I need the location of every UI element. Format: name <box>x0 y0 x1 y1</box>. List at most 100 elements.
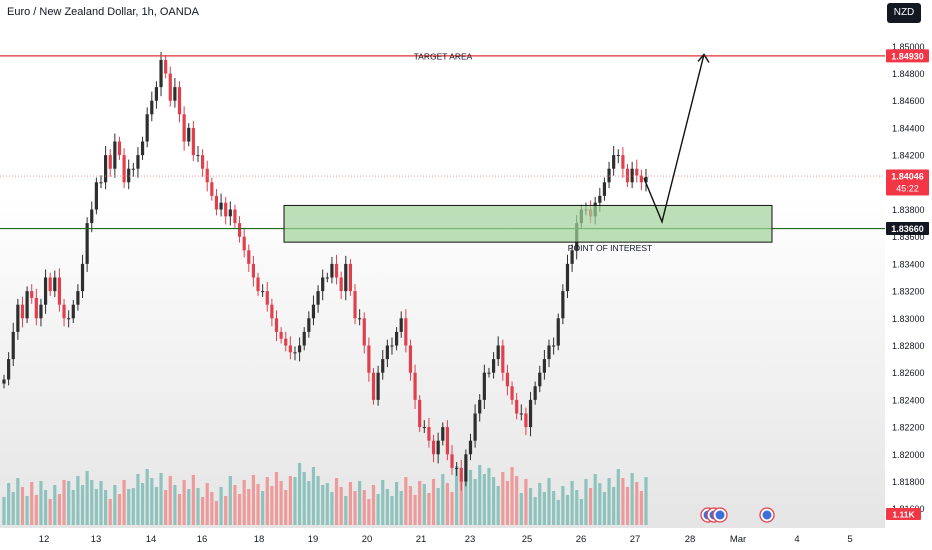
candle-body <box>616 155 620 157</box>
volume-bar <box>385 489 389 525</box>
candle-body <box>330 263 334 278</box>
volume-bar <box>182 480 186 525</box>
volume-bar <box>113 485 117 525</box>
candle-body <box>533 386 537 400</box>
candle-body <box>612 155 616 169</box>
candle-body <box>2 379 6 384</box>
volume-bar <box>579 499 583 525</box>
candle-body <box>256 277 260 292</box>
volume-bar <box>122 480 126 525</box>
candles-layer <box>2 51 648 491</box>
currency-button[interactable]: NZD <box>887 3 921 23</box>
volume-bar <box>145 469 149 525</box>
candle-body <box>570 250 574 264</box>
candle-body <box>71 304 75 319</box>
price-tick-label: 1.84800 <box>892 69 925 79</box>
volume-bar <box>561 486 565 525</box>
volume-bar <box>321 485 325 525</box>
candle-body <box>501 345 505 373</box>
time-tick-label: 12 <box>39 534 50 545</box>
volume-bar <box>431 479 436 525</box>
volume-bar <box>625 487 630 525</box>
volume-bar <box>201 497 205 525</box>
candle-body <box>53 277 57 292</box>
candle-body <box>321 277 325 292</box>
projection-arrow <box>643 54 705 224</box>
time-tick-label: 5 <box>847 534 852 545</box>
time-axis-background <box>0 528 885 550</box>
volume-bar <box>90 480 94 525</box>
candle-body <box>381 359 385 373</box>
volume-bar <box>80 485 85 525</box>
candle-body <box>621 155 625 169</box>
candle-body <box>413 372 417 400</box>
volume-bar <box>371 485 376 525</box>
candle-body <box>390 345 394 347</box>
volume-bar <box>334 478 339 525</box>
candle-body <box>34 297 38 319</box>
volume-bar <box>136 474 140 525</box>
volume-bar <box>445 483 449 525</box>
candle-body <box>473 413 477 441</box>
volume-bar <box>284 490 288 525</box>
volume-bar <box>339 487 343 525</box>
volume-bar <box>639 491 643 525</box>
volume-bar <box>422 484 426 525</box>
time-tick-label: 4 <box>794 534 799 545</box>
candle-body <box>39 304 43 319</box>
volume-bar <box>556 500 560 525</box>
candle-body <box>85 223 89 264</box>
point-of-interest-zone <box>283 204 773 243</box>
candle-body <box>43 277 48 305</box>
candle-body <box>247 250 251 264</box>
candle-body <box>362 318 366 346</box>
candle-body <box>607 168 611 183</box>
volume-bar <box>53 485 57 525</box>
candle-body <box>90 209 94 224</box>
volume-bar <box>293 477 297 525</box>
candle-body <box>459 467 463 482</box>
volume-bar <box>408 486 413 525</box>
volume-bar <box>159 473 163 525</box>
chart-title: Euro / New Zealand Dollar, 1h, OANDA <box>7 6 199 18</box>
volume-bar <box>584 479 588 525</box>
volume-bar <box>288 476 292 525</box>
volume-bar <box>381 480 385 525</box>
volume-bar <box>205 483 209 525</box>
support-price-badge-bg <box>886 222 929 236</box>
candle-body <box>228 209 232 217</box>
time-tick-label: 28 <box>685 534 696 545</box>
candle-body <box>122 155 126 183</box>
candle-body <box>441 427 445 441</box>
candle-body <box>127 168 131 183</box>
candle-body <box>99 182 103 184</box>
time-tick-label: 13 <box>91 534 102 545</box>
candle-body <box>630 168 634 183</box>
volume-bar <box>348 482 353 525</box>
candle-body <box>62 304 66 319</box>
volume-bar <box>612 487 616 525</box>
volume-bar <box>94 489 98 525</box>
price-tick-label: 1.84600 <box>892 96 925 106</box>
volume-bar <box>25 496 29 525</box>
candle-body <box>376 372 380 400</box>
volume-bar <box>344 496 348 525</box>
volume-bar <box>575 490 579 525</box>
volume-bar <box>76 476 80 525</box>
volume-bar <box>607 478 611 525</box>
volume-bar <box>464 461 468 525</box>
support-price-badge: 1.83660 <box>891 224 924 234</box>
volume-bar <box>478 465 482 525</box>
time-tick-label: 23 <box>465 534 476 545</box>
candle-body <box>339 277 343 292</box>
candle-body <box>528 399 533 428</box>
candle-body <box>274 318 279 332</box>
volume-bar <box>390 496 394 525</box>
volume-bar <box>177 494 182 525</box>
candle-body <box>436 440 440 455</box>
volume-bar <box>399 491 403 525</box>
candle-body <box>404 318 408 346</box>
volume-bar <box>552 491 556 525</box>
candle-body <box>154 87 159 101</box>
